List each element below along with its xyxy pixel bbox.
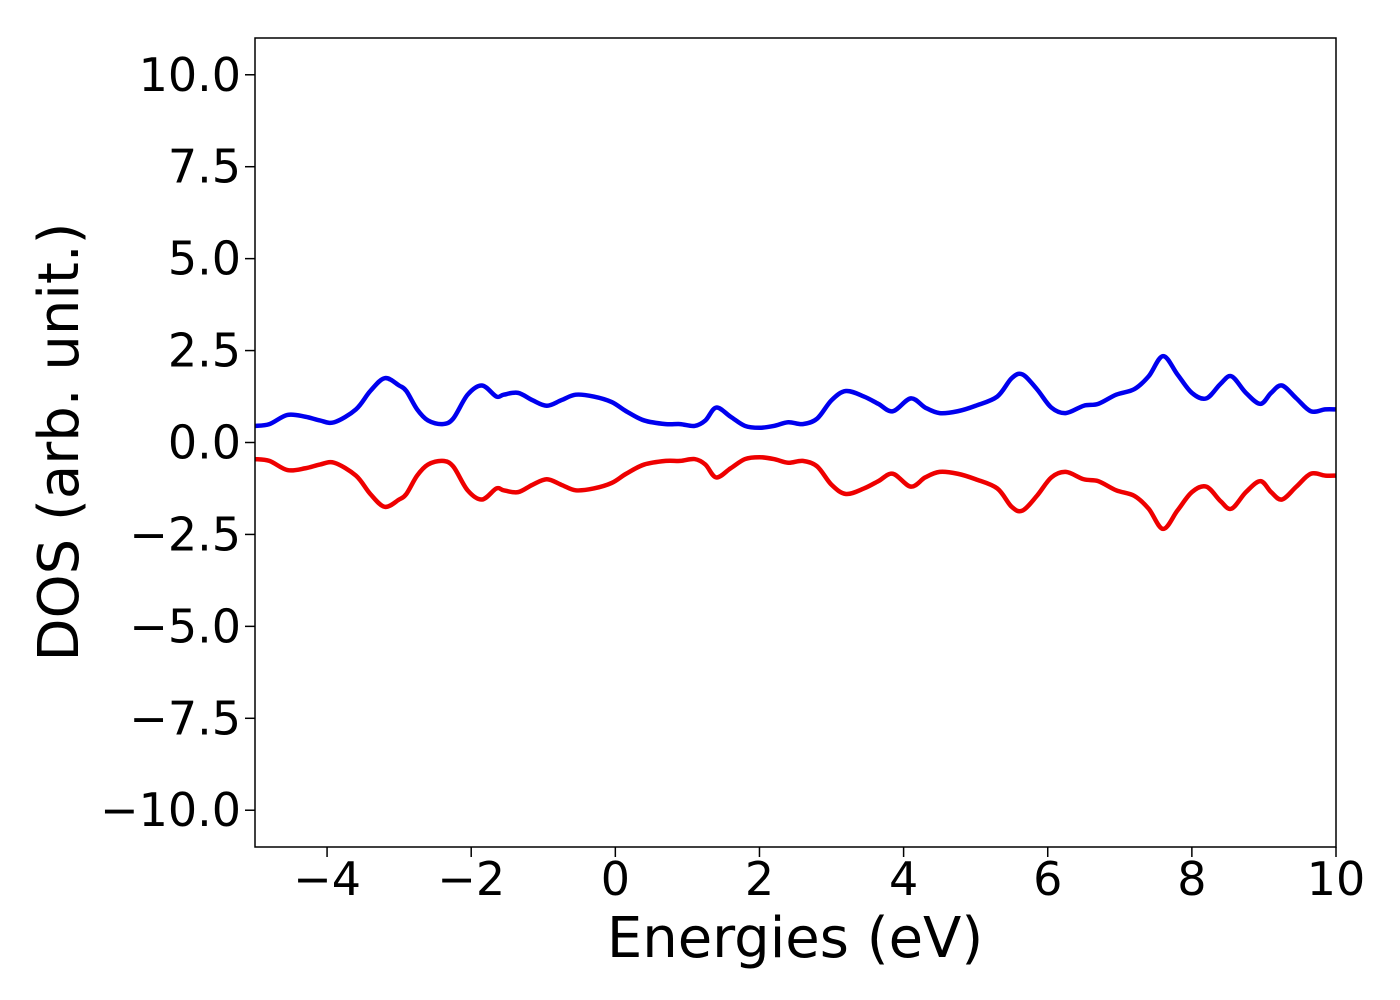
y-tick-label: 7.5 [168,140,241,194]
y-tick-label: 2.5 [168,324,241,378]
y-tick-label: −5.0 [129,599,241,653]
x-tick-label: 10 [1307,852,1366,906]
x-axis-label: Energies (eV) [607,906,983,971]
x-tick-label: 6 [1033,852,1062,906]
y-axis-label: DOS (arb. unit.) [27,222,92,661]
y-tick-label: −2.5 [129,507,241,561]
x-tick-label: 8 [1177,852,1206,906]
y-tick-label: 0.0 [168,416,241,470]
x-tick-label: 4 [889,852,918,906]
series-line-down [255,454,1336,532]
x-tick-label: 2 [745,852,774,906]
x-tick-label: −4 [293,852,361,906]
y-tick-label: −7.5 [129,691,241,745]
x-tick-label: −2 [437,852,505,906]
series-line-up [255,353,1336,431]
series-layer [255,353,1336,532]
x-tick-label: 0 [601,852,630,906]
y-axis: 10.0 7.5 5.0 2.5 0.0 −2.5 −5.0 −7.5 −10.0 [100,48,255,837]
x-axis: −4 −2 0 2 4 6 8 10 [293,847,1365,906]
plot-frame [254,37,1337,848]
y-tick-label: 10.0 [139,48,241,102]
y-tick-label: −10.0 [100,783,241,837]
y-tick-label: 5.0 [168,232,241,286]
